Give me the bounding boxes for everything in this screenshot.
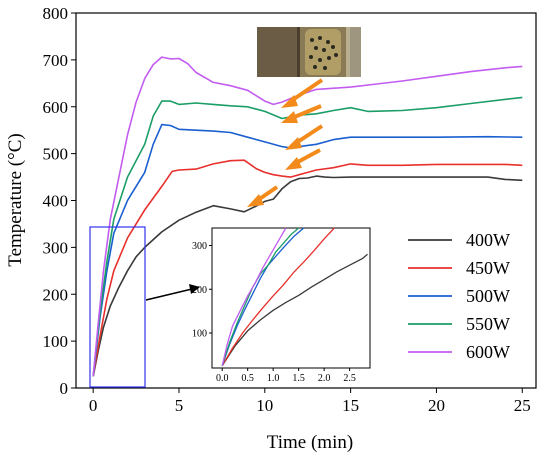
x-tick-label: 20 (428, 396, 445, 415)
inset-series-layer (221, 227, 368, 367)
inset-frame (211, 227, 371, 369)
legend-item-400w: 400W (408, 230, 510, 250)
x-tick-label: 15 (342, 396, 359, 415)
arrow-500w-dip (285, 124, 324, 150)
zoom-inset-chart: 100 200 300 0.0 0.5 1.0 1.5 2.0 2.5 (192, 227, 371, 384)
legend-label: 500W (466, 286, 510, 306)
inset-y-tick-label: 200 (192, 285, 207, 296)
inset-y-tick-label: 100 (192, 329, 207, 340)
y-tick-label: 700 (43, 51, 69, 70)
legend-label: 600W (466, 342, 510, 362)
legend-item-550w: 550W (408, 314, 510, 334)
x-tick-label: 10 (256, 396, 273, 415)
y-tick-label: 400 (43, 192, 69, 211)
y-tick-label: 100 (43, 332, 69, 351)
x-axis-title: Time (min) (267, 432, 353, 453)
arrow-450w-dip (285, 148, 321, 170)
inset-x-tick-label: 2.0 (318, 373, 331, 384)
y-axis-ticks: 0 100 200 300 400 500 600 700 800 (43, 4, 76, 398)
inset-x-tick-label: 2.5 (343, 373, 356, 384)
legend-label: 400W (466, 230, 510, 250)
y-axis-title: Temperature (°C) (5, 133, 26, 266)
inset-x-tick-label: 1.5 (292, 373, 305, 384)
series-line-550w (92, 96, 523, 377)
y-tick-label: 300 (43, 238, 69, 257)
inset-series-line-600w (221, 227, 287, 366)
zoom-pointer-arrow (145, 284, 200, 301)
y-tick-label: 600 (43, 98, 69, 117)
series-line-500w (92, 123, 523, 377)
inset-series-line-450w (221, 227, 335, 367)
y-tick-label: 800 (43, 4, 69, 23)
x-tick-label: 0 (89, 396, 98, 415)
zoom-region-box (89, 226, 146, 388)
inset-x-tick-label: 1.0 (267, 373, 280, 384)
inset-series-line-500w (221, 227, 305, 367)
arrow-550w-dip (281, 104, 322, 123)
series-line-450w (92, 159, 523, 377)
photo-inset (257, 27, 361, 77)
x-tick-label: 5 (175, 396, 184, 415)
x-tick-label: 25 (514, 396, 531, 415)
inset-x-ticks: 0.0 0.5 1.0 1.5 2.0 2.5 (216, 368, 356, 384)
inset-x-tick-label: 0.0 (216, 373, 229, 384)
inset-y-tick-label: 300 (192, 241, 207, 252)
inset-y-ticks: 100 200 300 (192, 241, 212, 340)
legend-item-600w: 600W (408, 342, 510, 362)
y-tick-label: 0 (60, 379, 69, 398)
inset-series-line-400w (221, 253, 368, 367)
x-axis-ticks: 0 5 10 15 20 25 (89, 388, 531, 415)
arrow-600w-dip (281, 78, 324, 108)
series-line-600w (92, 56, 523, 377)
y-tick-label: 200 (43, 285, 69, 304)
legend-item-450w: 450W (408, 258, 510, 278)
y-tick-label: 500 (43, 145, 69, 164)
annotation-arrows (247, 78, 324, 207)
legend-item-500w: 500W (408, 286, 510, 306)
inset-x-tick-label: 0.5 (241, 373, 254, 384)
legend: 400W 450W 500W 550W 600W (408, 230, 510, 362)
legend-label: 450W (466, 258, 510, 278)
legend-label: 550W (466, 314, 510, 334)
arrow-400w-dip (247, 185, 279, 207)
